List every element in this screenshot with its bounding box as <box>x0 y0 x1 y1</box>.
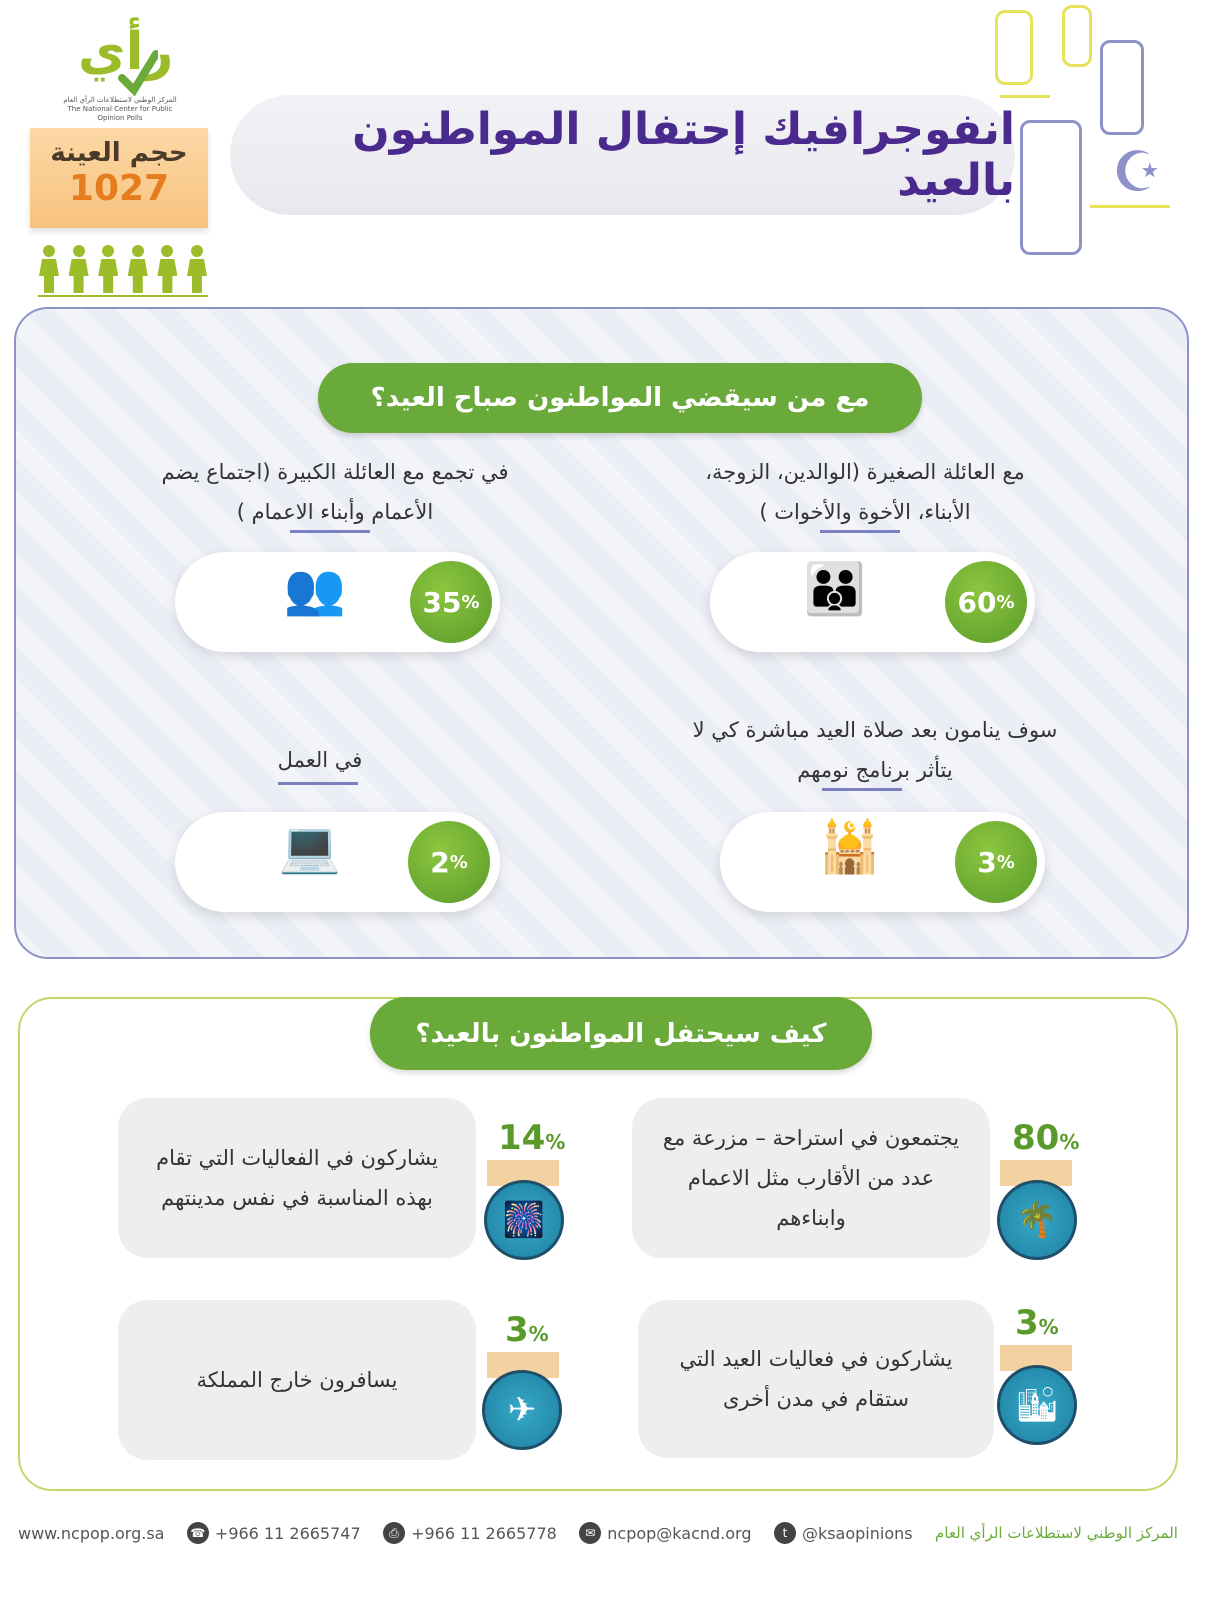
phone-contact[interactable]: ☎ +966 11 2665747 <box>186 1522 361 1544</box>
item-label: يشاركون في الفعاليات التي تقام بهذه المن… <box>118 1098 476 1258</box>
check-icon <box>118 50 158 97</box>
lantern-icon <box>1100 40 1144 135</box>
percent-badge: 35% <box>410 561 492 643</box>
percent-value: 80% <box>1012 1118 1080 1158</box>
fax-contact[interactable]: ⎙ +966 11 2665778 <box>383 1522 557 1544</box>
person-icon <box>156 245 178 295</box>
person-icon <box>38 245 60 295</box>
sample-size-box: حجم العينة 1027 <box>30 128 208 228</box>
footer: www.ncpop.org.sa ☎ +966 11 2665747 ⎙ +966 … <box>18 1518 1178 1548</box>
item-label: يسافرون خارج المملكة <box>118 1300 476 1460</box>
person-icon <box>97 245 119 295</box>
item-label: يجتمعون في استراحة – مزرعة مع عدد من الأ… <box>632 1098 990 1258</box>
website-link[interactable]: www.ncpop.org.sa <box>18 1523 165 1543</box>
item-label: مع العائلة الصغيرة (الوالدين، الزوجة، ال… <box>705 460 1025 524</box>
lantern-icon <box>1020 120 1082 255</box>
percent-badge: 2% <box>408 821 490 903</box>
item-label: سوف ينامون بعد صلاة العيد مباشرة كي لا ي… <box>692 718 1058 782</box>
title-banner: انفوجرافيك إحتفال المواطنون بالعيد <box>230 95 1015 215</box>
email-link[interactable]: ✉ ncpop@kacnd.org <box>579 1522 752 1544</box>
sample-size-label: حجم العينة <box>50 138 188 168</box>
person-icon <box>127 245 149 295</box>
computer-icon: 💻 <box>278 818 342 876</box>
percent-value: 14% <box>498 1118 566 1158</box>
item-label: في تجمع مع العائلة الكبيرة (اجتماع يضم ا… <box>161 460 509 524</box>
fax-icon: ⎙ <box>383 1522 406 1544</box>
section-heading: مع من سيقضي المواطنون صباح العيد؟ <box>318 363 922 433</box>
underline <box>820 530 900 533</box>
mosque-icon: 🕌 <box>818 818 882 876</box>
lantern-icon <box>995 10 1033 85</box>
divider <box>1000 95 1050 98</box>
palm-trees-icon: 🌴 <box>997 1180 1077 1260</box>
percent-badge: 3% <box>955 821 1037 903</box>
twitter-icon: t <box>773 1522 796 1544</box>
item-label: في العمل <box>277 748 363 772</box>
percent-value: 3% <box>505 1310 549 1350</box>
men-group-icon: 👥 <box>283 560 347 618</box>
underline <box>278 782 358 785</box>
person-icon <box>68 245 90 295</box>
underline <box>822 788 902 791</box>
sample-size-value: 1027 <box>68 168 170 209</box>
twitter-link[interactable]: t @ksaopinions <box>773 1522 913 1544</box>
footer-org-name: المركز الوطني لاستطلاعات الرأي العام <box>935 1524 1178 1542</box>
phone-icon: ☎ <box>186 1522 209 1544</box>
divider <box>1090 205 1170 208</box>
city-fireworks-icon: 🎆 <box>484 1180 564 1260</box>
person-icon <box>186 245 208 295</box>
underline <box>290 530 370 533</box>
email-icon: ✉ <box>579 1522 602 1544</box>
logo-subtitle: المركز الوطني لاستطلاعات الرأي العام The … <box>63 96 177 122</box>
page-title: انفوجرافيك إحتفال المواطنون بالعيد <box>352 104 1015 206</box>
percent-badge: 60% <box>945 561 1027 643</box>
section-heading: كيف سيحتفل المواطنون بالعيد؟ <box>370 997 872 1070</box>
city-bunting-icon: 🏙 <box>997 1365 1077 1445</box>
crescent-icon: ☪ <box>1112 140 1163 205</box>
lantern-icon <box>1062 5 1092 67</box>
airplane-icon: ✈ <box>482 1370 562 1450</box>
percent-value: 3% <box>1015 1303 1059 1343</box>
family-icon: 👪 <box>803 560 867 618</box>
people-icons <box>38 245 208 297</box>
item-label: يشاركون في فعاليات العيد التي ستقام في م… <box>638 1300 994 1458</box>
